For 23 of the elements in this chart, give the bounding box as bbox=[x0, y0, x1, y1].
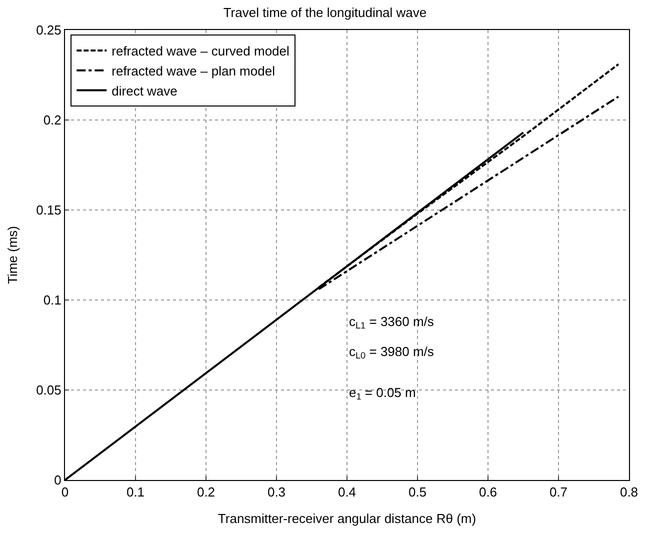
annotation: e$_{1}$ = 0.05 m bbox=[349, 385, 416, 402]
chart-title: Travel time of the longitudinal wave bbox=[223, 5, 427, 20]
annotation: c$_{L0}$ = 3980 m/s bbox=[349, 344, 434, 361]
x-tick-label: 0.2 bbox=[196, 484, 216, 500]
y-tick-label: 0.15 bbox=[36, 202, 62, 218]
x-tick-label: 0.8 bbox=[620, 484, 638, 500]
x-tick-label: 0.4 bbox=[338, 484, 356, 500]
x-tick-label: 0.3 bbox=[267, 484, 286, 500]
y-axis-title: Time (ms) bbox=[5, 226, 20, 284]
y-tick-label: 0.25 bbox=[36, 22, 62, 38]
y-tick-label: 0.1 bbox=[43, 292, 62, 308]
x-axis-title: Transmitter-receiver angular distance Rθ (m) bbox=[218, 511, 476, 526]
y-tick-label: 0.05 bbox=[36, 382, 62, 398]
legend-label: refracted wave – curved model bbox=[112, 44, 290, 59]
x-tick-label: 0.6 bbox=[478, 484, 498, 500]
x-tick-label: 0.5 bbox=[408, 484, 427, 500]
x-tick-label: 0.1 bbox=[126, 484, 145, 500]
y-tick-label: 0 bbox=[54, 472, 62, 488]
x-tick-label: 0.7 bbox=[549, 484, 568, 500]
legend-label: refracted wave – plan model bbox=[112, 63, 276, 78]
y-tick-label: 0.2 bbox=[43, 112, 62, 128]
annotation: c$_{L1}$ = 3360 m/s bbox=[349, 314, 434, 331]
legend-label: direct wave bbox=[112, 83, 178, 98]
